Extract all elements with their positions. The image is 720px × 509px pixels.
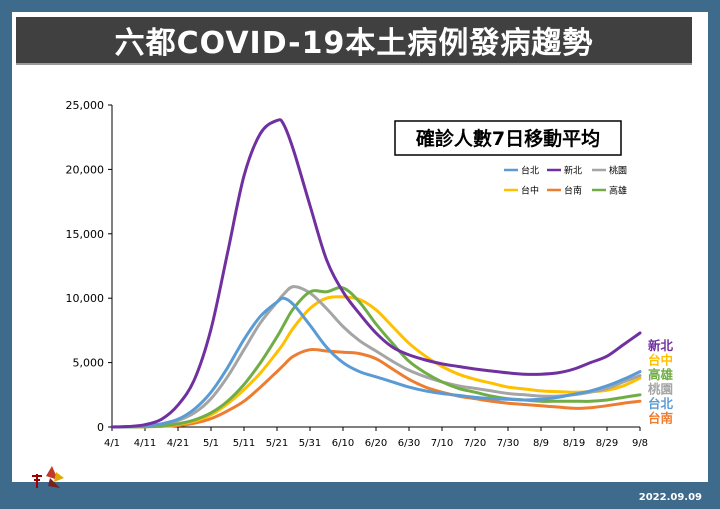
series-line-3 (110, 285, 642, 429)
page-title: 六都COVID-19本土病例發病趨勢 (16, 17, 692, 65)
logo-icon (32, 466, 64, 488)
legend-label: 台南 (564, 185, 582, 197)
end-label: 桃園 (648, 382, 673, 397)
y-tick-label: 5,000 (73, 357, 105, 370)
x-tick-label: 4/11 (134, 438, 156, 449)
series-line-1 (110, 296, 642, 429)
y-tick-label: 15,000 (66, 228, 105, 241)
end-label: 台南 (648, 411, 674, 426)
chart-card (12, 12, 708, 482)
x-tick-label: 8/19 (563, 438, 585, 449)
end-label: 高雄 (648, 367, 674, 382)
legend-label: 桃園 (609, 165, 627, 177)
legend-label: 台北 (521, 165, 539, 177)
footer-date: 2022.09.09 (638, 492, 702, 503)
series-line-6 (110, 286, 642, 429)
x-tick-label: 7/20 (464, 438, 486, 449)
end-label: 台中 (648, 353, 673, 368)
x-tick-label: 5/1 (203, 438, 219, 449)
y-tick-label: 25,000 (66, 99, 105, 112)
x-tick-label: 6/10 (332, 438, 354, 449)
end-label: 台北 (648, 396, 674, 411)
legend-label: 高雄 (609, 185, 627, 197)
x-tick-label: 6/30 (398, 438, 420, 449)
x-tick-label: 5/11 (233, 438, 255, 449)
y-tick-label: 10,000 (66, 292, 105, 305)
x-tick-label: 8/9 (533, 438, 549, 449)
legend-label: 新北 (564, 165, 582, 177)
x-tick-label: 7/10 (431, 438, 453, 449)
series-line-5 (110, 348, 642, 429)
x-tick-label: 5/31 (299, 438, 321, 449)
chart-title-box (394, 120, 622, 156)
x-tick-label: 5/21 (266, 438, 288, 449)
x-tick-label: 6/20 (365, 438, 387, 449)
end-label: 新北 (648, 338, 674, 353)
x-tick-label: 4/21 (167, 438, 189, 449)
series-line-4 (110, 295, 642, 429)
x-tick-label: 7/30 (497, 438, 519, 449)
y-tick-label: 20,000 (66, 163, 105, 176)
x-tick-label: 9/8 (632, 438, 648, 449)
legend-label: 台中 (521, 185, 539, 197)
chart-title: 確診人數7日移動平均 (416, 127, 600, 150)
x-tick-label: 4/1 (104, 438, 120, 449)
series-line-2 (110, 118, 642, 429)
y-tick-label: 0 (97, 421, 104, 434)
x-tick-label: 8/29 (596, 438, 618, 449)
